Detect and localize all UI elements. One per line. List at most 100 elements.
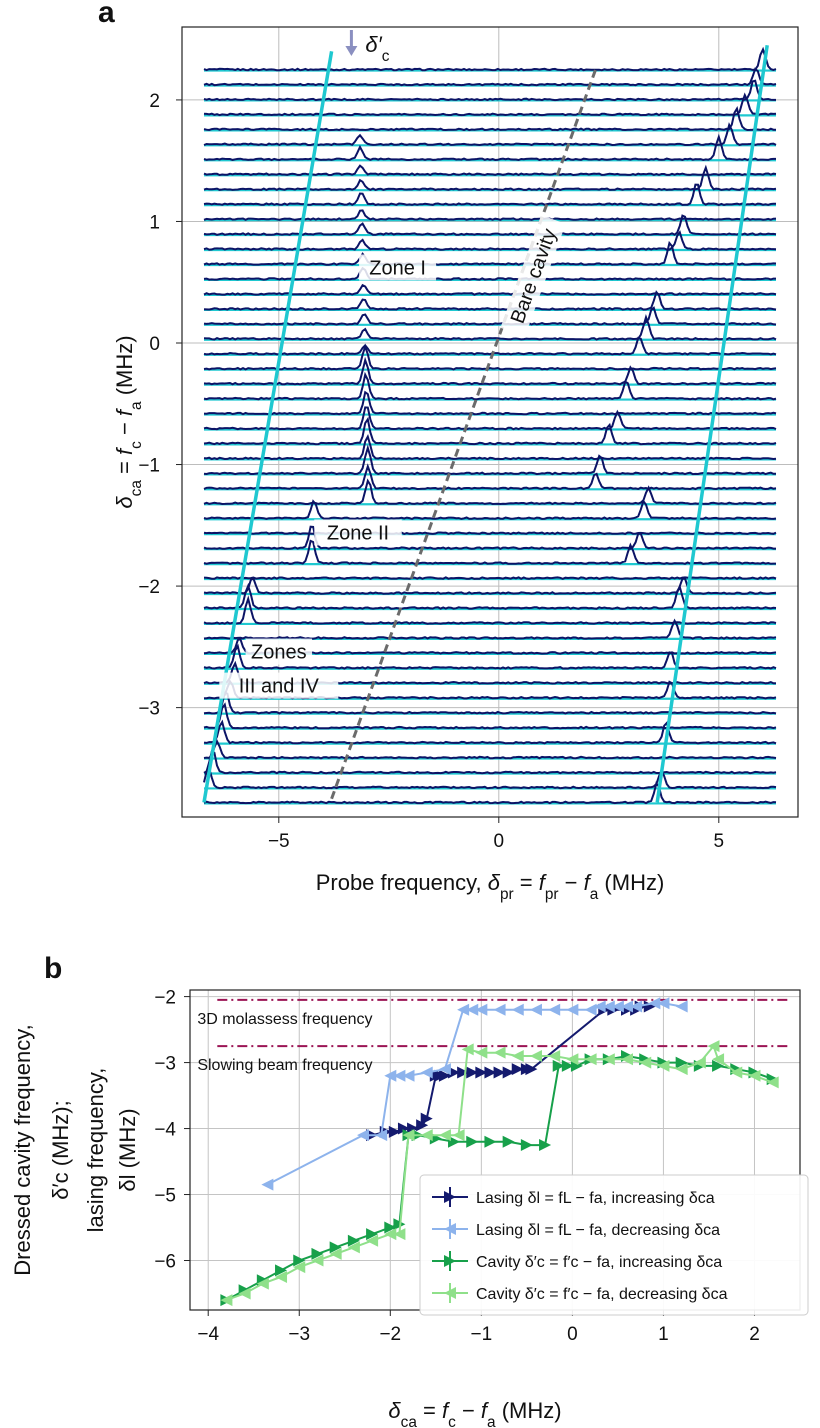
navy-trace	[203, 781, 777, 805]
y-tick-label: 1	[149, 212, 160, 233]
data-point	[602, 1000, 615, 1013]
zone-label: Zones	[251, 642, 307, 664]
navy-trace	[203, 766, 777, 790]
data-point	[457, 1003, 470, 1016]
data-point	[748, 1069, 761, 1082]
data-point	[475, 1046, 488, 1059]
data-point	[511, 1049, 524, 1062]
panel-b-chart: 3D molassess frequency Slowing beam frequ…	[10, 988, 809, 1428]
series-line	[266, 1002, 682, 1186]
data-point	[438, 1069, 451, 1082]
bare-cavity-label-bg	[500, 214, 566, 337]
x-tick-label: 2	[749, 1324, 760, 1345]
data-point	[466, 1066, 479, 1079]
data-point	[329, 1241, 342, 1254]
annotation-label: δ′c	[365, 32, 389, 65]
navy-trace	[203, 283, 777, 296]
data-point	[420, 1129, 433, 1142]
data-point	[347, 1234, 360, 1247]
data-point	[448, 1066, 461, 1079]
data-point	[484, 1135, 497, 1148]
data-point	[657, 1059, 670, 1072]
series-lasing_decreasing	[261, 997, 688, 1191]
panel-a-frame	[181, 26, 799, 818]
zone-label-bg	[219, 672, 339, 699]
panel-b-ylabel-line: δ′c (MHz);	[48, 1100, 73, 1199]
data-point	[238, 1287, 251, 1300]
navy-trace	[203, 290, 777, 311]
navy-trace	[203, 702, 777, 730]
data-point	[502, 1135, 515, 1148]
legend-entry-label: Lasing δl = fL − fa, increasing δca	[476, 1190, 715, 1207]
navy-trace	[203, 390, 777, 416]
data-point	[261, 1178, 274, 1191]
navy-trace	[203, 343, 777, 371]
panel-a-xlabel: Probe frequency, δpr = fpr − fa (MHz)	[316, 870, 665, 903]
y-tick-label: 2	[149, 91, 160, 112]
navy-trace	[203, 240, 777, 266]
navy-trace	[203, 46, 777, 72]
data-point	[402, 1069, 415, 1082]
navy-trace	[203, 719, 777, 745]
x-tick-label: −3	[288, 1324, 310, 1345]
navy-trace	[203, 691, 777, 715]
data-point	[375, 1129, 388, 1142]
data-point	[457, 1066, 470, 1079]
data-point	[730, 1066, 743, 1079]
data-point	[384, 1069, 397, 1082]
panel-a-ylabel: δca = fc − fa (MHz)	[112, 335, 145, 508]
data-point	[675, 1000, 688, 1013]
navy-trace	[203, 406, 777, 431]
data-point	[402, 1129, 415, 1142]
navy-trace	[203, 539, 776, 565]
data-point	[475, 1003, 488, 1016]
navy-trace	[203, 576, 777, 580]
y-tick-label: −1	[138, 456, 160, 477]
data-point	[393, 1228, 406, 1241]
navy-trace	[203, 313, 777, 341]
data-point	[621, 1000, 634, 1013]
x-tick-label: −1	[471, 1324, 493, 1345]
y-tick-label: −5	[154, 1186, 176, 1207]
panel-b-xlabel: δca = fc − fa (MHz)	[388, 1398, 561, 1428]
legend-entry-label: Cavity δ′c = f′c − fa, increasing δca	[476, 1254, 722, 1271]
x-tick-label: 0	[494, 831, 505, 852]
navy-trace	[203, 499, 777, 520]
x-tick-label: 0	[567, 1324, 578, 1345]
data-point	[712, 1059, 725, 1072]
data-point	[602, 1053, 615, 1066]
navy-trace	[203, 209, 777, 221]
navy-trace	[203, 164, 777, 192]
data-point	[366, 1228, 379, 1241]
data-point	[397, 1122, 410, 1135]
data-point	[561, 1059, 574, 1072]
legend-entry-label: Lasing δl = fL − fa, decreasing δca	[476, 1222, 720, 1239]
data-point	[311, 1254, 324, 1267]
data-point	[275, 1264, 288, 1277]
navy-trace	[203, 531, 777, 536]
data-point	[393, 1069, 406, 1082]
navy-trace	[203, 463, 777, 491]
data-point	[611, 1000, 624, 1013]
data-point	[593, 1000, 606, 1013]
navy-trace	[203, 478, 777, 506]
navy-trace	[203, 336, 777, 356]
data-point	[520, 1139, 533, 1152]
x-tick-label: 1	[658, 1324, 669, 1345]
data-point	[566, 1053, 579, 1066]
x-tick-label: −5	[268, 831, 290, 852]
zone-label: III and IV	[239, 676, 320, 698]
panel-b-label: b	[44, 952, 62, 985]
navy-trace	[203, 576, 777, 595]
data-point	[484, 1066, 497, 1079]
data-point	[675, 1056, 688, 1069]
data-point	[384, 1221, 397, 1234]
navy-trace	[203, 306, 777, 326]
navy-trace	[203, 595, 777, 625]
y-tick-label: −4	[154, 1120, 176, 1141]
data-point	[420, 1112, 433, 1125]
upper-polariton-fit	[655, 44, 769, 803]
data-point	[529, 1049, 542, 1062]
